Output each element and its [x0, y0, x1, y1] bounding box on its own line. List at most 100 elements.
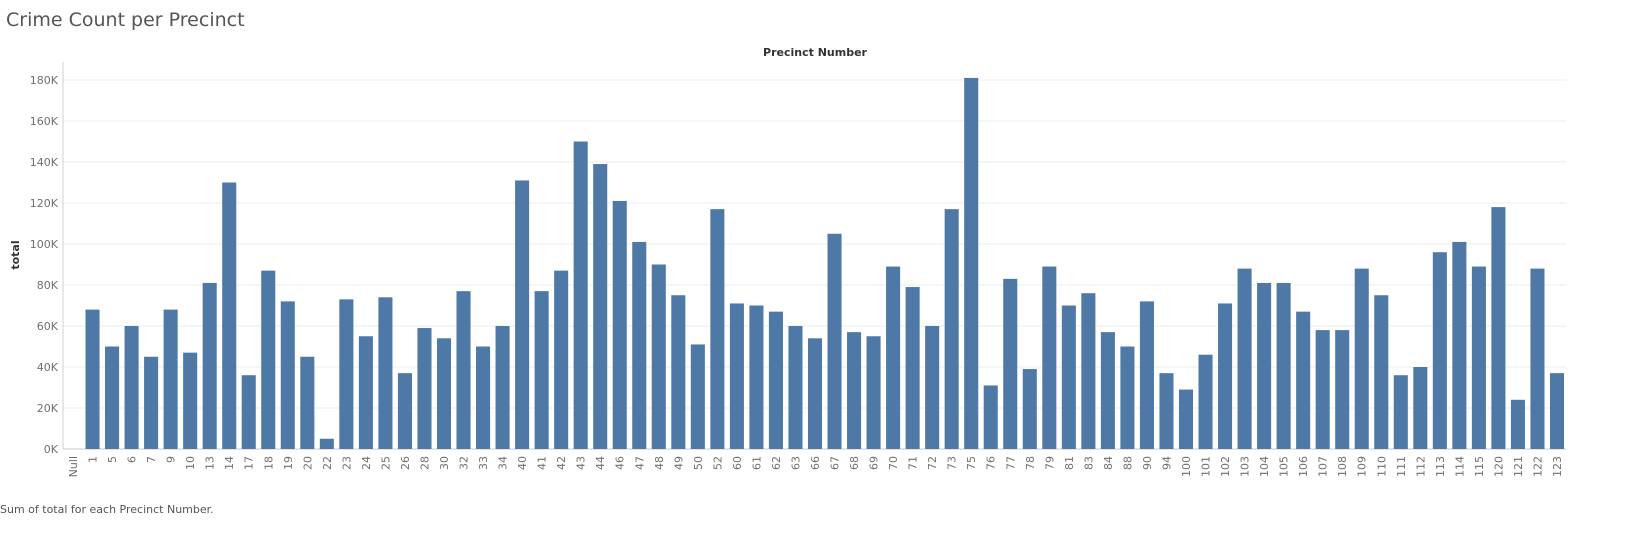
x-tick-label: 9: [165, 456, 178, 463]
bar[interactable]: [436, 338, 452, 449]
y-tick-label: 80K: [37, 279, 59, 292]
bar[interactable]: [319, 438, 334, 449]
chart-title: Crime Count per Precinct: [6, 9, 245, 31]
bar[interactable]: [1139, 301, 1154, 449]
bar[interactable]: [983, 385, 998, 449]
bar[interactable]: [1022, 369, 1037, 449]
bar[interactable]: [85, 309, 100, 449]
bar[interactable]: [1081, 293, 1096, 449]
bar[interactable]: [1218, 303, 1233, 449]
bar[interactable]: [515, 180, 530, 449]
x-tick-label: 42: [555, 456, 568, 470]
bar[interactable]: [144, 356, 159, 449]
x-tick-label: 19: [282, 456, 295, 470]
chart-caption: Sum of total for each Precinct Number.: [0, 503, 214, 516]
bar[interactable]: [261, 270, 276, 449]
bar[interactable]: [1042, 266, 1057, 449]
bar[interactable]: [593, 164, 608, 450]
bar[interactable]: [768, 311, 783, 449]
bar[interactable]: [241, 375, 256, 449]
bar[interactable]: [749, 305, 764, 450]
bar[interactable]: [554, 270, 569, 449]
bar[interactable]: [573, 141, 588, 450]
x-tick-label: 108: [1336, 456, 1349, 477]
bar[interactable]: [1510, 399, 1525, 449]
y-tick-label: 40K: [37, 361, 59, 374]
x-tick-label: 111: [1395, 456, 1408, 477]
bar[interactable]: [651, 264, 666, 450]
bar[interactable]: [358, 336, 373, 449]
bar[interactable]: [1003, 278, 1018, 449]
bar[interactable]: [1393, 375, 1408, 449]
bar[interactable]: [378, 297, 393, 449]
bar[interactable]: [1354, 268, 1369, 449]
bar[interactable]: [183, 352, 198, 449]
bar[interactable]: [1491, 207, 1506, 449]
bar[interactable]: [1530, 268, 1545, 449]
bar[interactable]: [690, 344, 705, 449]
x-tick-label: 5: [106, 456, 119, 463]
bar[interactable]: [1100, 332, 1115, 449]
x-tick-label: 66: [809, 456, 822, 470]
bar[interactable]: [1452, 241, 1467, 449]
bar[interactable]: [1432, 252, 1447, 449]
x-tick-label: 83: [1082, 456, 1095, 470]
bar[interactable]: [671, 295, 686, 449]
x-tick-label: 84: [1102, 456, 1115, 470]
bar[interactable]: [1413, 367, 1428, 449]
bar[interactable]: [397, 373, 412, 449]
bar[interactable]: [124, 326, 139, 449]
bar[interactable]: [1374, 295, 1389, 449]
bar[interactable]: [807, 338, 823, 449]
x-axis-title: Precinct Number: [763, 46, 868, 59]
bar[interactable]: [1315, 330, 1330, 449]
bar[interactable]: [612, 200, 627, 449]
bar[interactable]: [1471, 266, 1486, 449]
x-tick-label: 78: [1024, 456, 1037, 470]
bar[interactable]: [1257, 282, 1272, 449]
bar[interactable]: [944, 209, 959, 449]
x-tick-label: 41: [536, 456, 549, 470]
bar[interactable]: [456, 291, 471, 449]
x-tick-label: 7: [145, 456, 158, 463]
bar[interactable]: [300, 356, 315, 449]
x-tick-label: 107: [1317, 456, 1330, 477]
bar[interactable]: [905, 287, 920, 449]
bar[interactable]: [1276, 282, 1291, 449]
bar[interactable]: [1120, 346, 1135, 450]
bar[interactable]: [1296, 311, 1311, 449]
bar[interactable]: [827, 233, 842, 449]
bar[interactable]: [729, 303, 744, 449]
bar[interactable]: [788, 326, 803, 449]
bar[interactable]: [534, 291, 549, 449]
bar[interactable]: [476, 346, 491, 450]
bar[interactable]: [1198, 354, 1213, 449]
bar[interactable]: [1061, 305, 1076, 450]
x-tick-label: 23: [340, 456, 353, 470]
bar[interactable]: [105, 346, 120, 450]
bar[interactable]: [222, 182, 237, 450]
bar[interactable]: [866, 336, 881, 449]
x-tick-label: 52: [711, 456, 724, 470]
bar[interactable]: [710, 209, 725, 449]
bar[interactable]: [847, 332, 862, 449]
x-tick-label: 22: [321, 456, 334, 470]
bar[interactable]: [1178, 389, 1194, 449]
bar[interactable]: [1335, 330, 1350, 449]
bar[interactable]: [495, 326, 510, 449]
bar[interactable]: [417, 328, 432, 449]
bar[interactable]: [202, 282, 217, 449]
bar[interactable]: [632, 241, 647, 449]
bar[interactable]: [339, 299, 354, 449]
x-tick-label: 28: [418, 456, 431, 470]
bar[interactable]: [886, 266, 901, 449]
bar[interactable]: [964, 77, 979, 449]
bar[interactable]: [163, 309, 178, 449]
bar[interactable]: [1159, 373, 1174, 449]
bar[interactable]: [1237, 268, 1252, 449]
bar[interactable]: [1549, 373, 1565, 449]
bar[interactable]: [280, 301, 295, 449]
bar[interactable]: [925, 326, 940, 449]
y-tick-label: 60K: [37, 320, 59, 333]
